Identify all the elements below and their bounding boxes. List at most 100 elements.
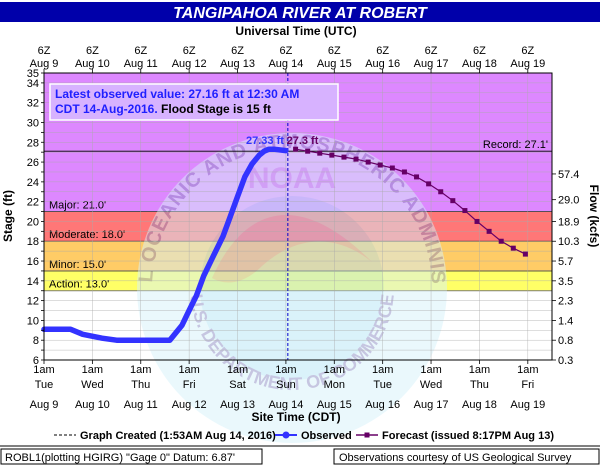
forecast-point bbox=[293, 146, 299, 152]
flow-tick-label: 0.3 bbox=[558, 355, 573, 367]
observed-point bbox=[266, 147, 271, 152]
forecast-point bbox=[365, 159, 371, 165]
observed-point bbox=[187, 308, 192, 313]
top-tick-date: Aug 14 bbox=[268, 58, 303, 70]
observed-point bbox=[242, 174, 247, 179]
forecast-point bbox=[522, 251, 528, 257]
peak-observed-label: 27.33 ft bbox=[246, 135, 284, 147]
record-label: Record: 27.1' bbox=[483, 139, 548, 151]
observed-point bbox=[257, 153, 262, 158]
forecast-point bbox=[389, 165, 395, 171]
info-box-line1: Latest observed value: 27.16 ft at 12:30… bbox=[55, 87, 299, 101]
y-tick-label: 10 bbox=[27, 315, 39, 327]
bottom-tick-time: 1am bbox=[130, 364, 151, 376]
top-tick-label: 6Z bbox=[376, 45, 389, 57]
y-tick-label: 14 bbox=[27, 276, 39, 288]
footer-left-text: ROBL1(plotting HGIRG) "Gage 0" Datum: 6.… bbox=[5, 452, 235, 464]
y-tick-label: 18 bbox=[27, 236, 39, 248]
top-tick-date: Aug 9 bbox=[30, 58, 59, 70]
footer-right-box bbox=[333, 448, 600, 465]
top-tick-label: 6Z bbox=[86, 45, 99, 57]
bottom-tick-time: 1am bbox=[324, 364, 345, 376]
flow-tick-label: 1.4 bbox=[558, 315, 573, 327]
forecast-point bbox=[317, 150, 323, 156]
bottom-tick-day: Fri bbox=[521, 379, 534, 391]
bottom-tick-date: Aug 14 bbox=[268, 399, 303, 411]
bottom-tick-time: 1am bbox=[33, 364, 54, 376]
bottom-tick-date: Aug 15 bbox=[317, 399, 352, 411]
bottom-tick-day: Wed bbox=[420, 379, 442, 391]
top-tick-date: Aug 16 bbox=[365, 58, 400, 70]
forecast-point bbox=[341, 154, 347, 160]
legend-created-label: Graph Created (1:53AM Aug 14, 2016) bbox=[80, 430, 276, 442]
observed-point bbox=[138, 338, 143, 343]
info-box-flood-stage: Flood Stage is 15 ft bbox=[158, 102, 271, 116]
bottom-tick-time: 1am bbox=[517, 364, 538, 376]
bottom-tick-time: 1am bbox=[420, 364, 441, 376]
forecast-point bbox=[305, 148, 311, 154]
flow-tick-label: 57.4 bbox=[558, 169, 579, 181]
forecast-point bbox=[474, 218, 480, 224]
bottom-tick-date: Aug 16 bbox=[365, 399, 400, 411]
forecast-point bbox=[353, 156, 359, 162]
bottom-tick-time: 1am bbox=[178, 364, 199, 376]
bottom-tick-time: 1am bbox=[275, 364, 296, 376]
info-box-frame bbox=[49, 83, 339, 121]
forecast-point bbox=[401, 169, 407, 175]
flow-tick-label: 3.5 bbox=[558, 276, 573, 288]
observed-point bbox=[179, 323, 184, 328]
bottom-tick-date: Aug 9 bbox=[30, 399, 59, 411]
flood-band-label: Minor: 15.0' bbox=[49, 259, 106, 271]
forecast-point bbox=[414, 174, 420, 180]
footer-left-box bbox=[0, 448, 263, 465]
bottom-tick-day: Fri bbox=[183, 379, 196, 391]
flow-tick-label: 29.0 bbox=[558, 195, 579, 207]
bottom-tick-day: Thu bbox=[131, 379, 150, 391]
bottom-tick-time: 1am bbox=[82, 364, 103, 376]
forecast-point bbox=[377, 162, 383, 168]
observed-point bbox=[68, 327, 73, 332]
bottom-axis-title: Site Time (CDT) bbox=[251, 410, 340, 424]
observed-point bbox=[221, 234, 226, 239]
bottom-tick-day: Thu bbox=[470, 379, 489, 391]
y-tick-label: 35 bbox=[27, 68, 39, 80]
y-tick-label: 34 bbox=[27, 78, 39, 90]
flood-band-label: Moderate: 18.0' bbox=[49, 229, 125, 241]
bottom-tick-time: 1am bbox=[372, 364, 393, 376]
legend-forecast-marker bbox=[364, 432, 370, 438]
bottom-tick-time: 1am bbox=[227, 364, 248, 376]
forecast-point bbox=[329, 152, 335, 158]
bottom-tick-date: Aug 19 bbox=[510, 399, 545, 411]
bottom-tick-date: Aug 18 bbox=[462, 399, 497, 411]
y-tick-label: 6 bbox=[33, 355, 39, 367]
flow-tick-label: 0.8 bbox=[558, 335, 573, 347]
info-box: Latest observed value: 27.16 ft at 12:30… bbox=[49, 83, 339, 121]
info-box-line2: CDT 14-Aug-2016. Flood Stage is 15 ft bbox=[55, 102, 271, 116]
forecast-point bbox=[498, 238, 504, 244]
top-tick-date: Aug 13 bbox=[220, 58, 255, 70]
title-banner bbox=[0, 2, 600, 22]
observed-point bbox=[167, 338, 172, 343]
chart-title: TANGIPAHOA RIVER AT ROBERT bbox=[173, 5, 428, 22]
forecast-point bbox=[486, 228, 492, 234]
top-tick-label: 6Z bbox=[279, 45, 292, 57]
series-layer bbox=[41, 146, 528, 343]
y-tick-label: 30 bbox=[27, 117, 39, 129]
flow-tick-label: 5.7 bbox=[558, 256, 573, 268]
top-tick-label: 6Z bbox=[473, 45, 486, 57]
y-tick-label: 28 bbox=[27, 137, 39, 149]
top-tick-label: 6Z bbox=[521, 45, 534, 57]
top-tick-date: Aug 12 bbox=[172, 58, 207, 70]
top-tick-date: Aug 19 bbox=[510, 58, 545, 70]
y-tick-label: 22 bbox=[27, 197, 39, 209]
bottom-tick-day: Wed bbox=[81, 379, 103, 391]
top-tick-label: 6Z bbox=[183, 45, 196, 57]
observed-point bbox=[262, 149, 267, 154]
forecast-point bbox=[426, 181, 432, 187]
legend-observed-marker bbox=[282, 431, 290, 439]
bottom-tick-day: Sun bbox=[276, 379, 296, 391]
y-tick-label: 24 bbox=[27, 177, 39, 189]
y-tick-label: 20 bbox=[27, 216, 39, 228]
flood-band-label: Action: 13.0' bbox=[49, 279, 109, 291]
